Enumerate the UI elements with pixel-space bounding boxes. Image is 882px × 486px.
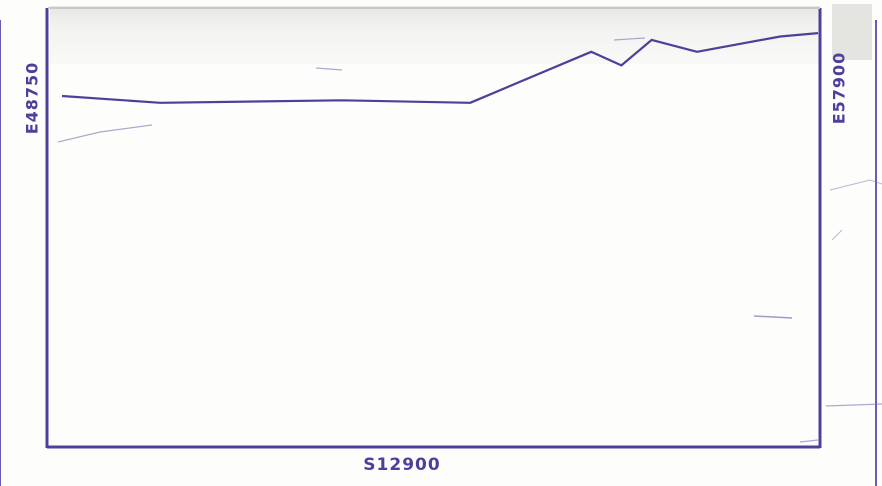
- profile-line: [61, 32, 819, 104]
- right-easting-label: E57900: [829, 51, 849, 125]
- left-easting-label: E48750: [22, 61, 42, 135]
- scan-corner-mark: [832, 4, 872, 60]
- section-southing-label: S12900: [363, 455, 441, 475]
- scan-stroke: [831, 229, 843, 241]
- scan-stroke: [829, 179, 882, 191]
- scan-stroke: [799, 439, 819, 443]
- scan-stroke: [57, 124, 153, 143]
- scan-shading-band: [50, 6, 820, 64]
- scan-stroke: [753, 315, 793, 319]
- scan-stroke: [613, 37, 646, 41]
- scan-stroke: [315, 67, 343, 71]
- scan-stroke: [825, 403, 882, 407]
